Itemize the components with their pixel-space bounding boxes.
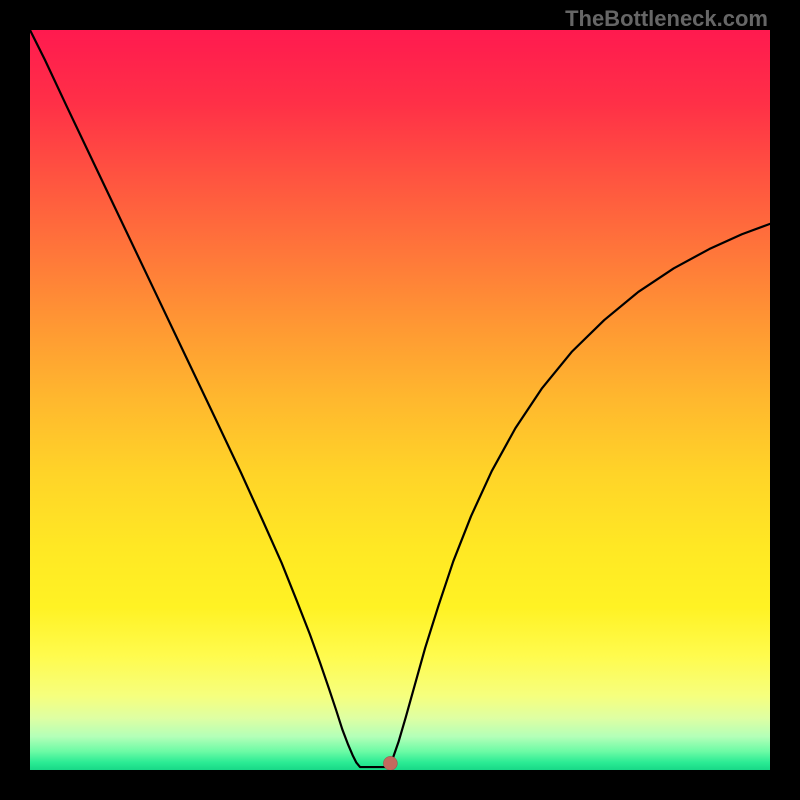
bottleneck-curve-chart [30,30,770,770]
bottleneck-line [30,30,770,767]
watermark-text: TheBottleneck.com [565,6,768,32]
optimum-marker [383,756,397,770]
plot-area [30,30,770,770]
